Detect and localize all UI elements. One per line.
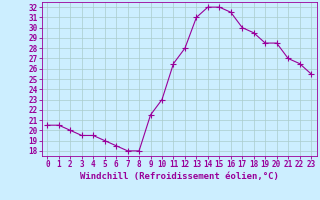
X-axis label: Windchill (Refroidissement éolien,°C): Windchill (Refroidissement éolien,°C) [80, 172, 279, 181]
